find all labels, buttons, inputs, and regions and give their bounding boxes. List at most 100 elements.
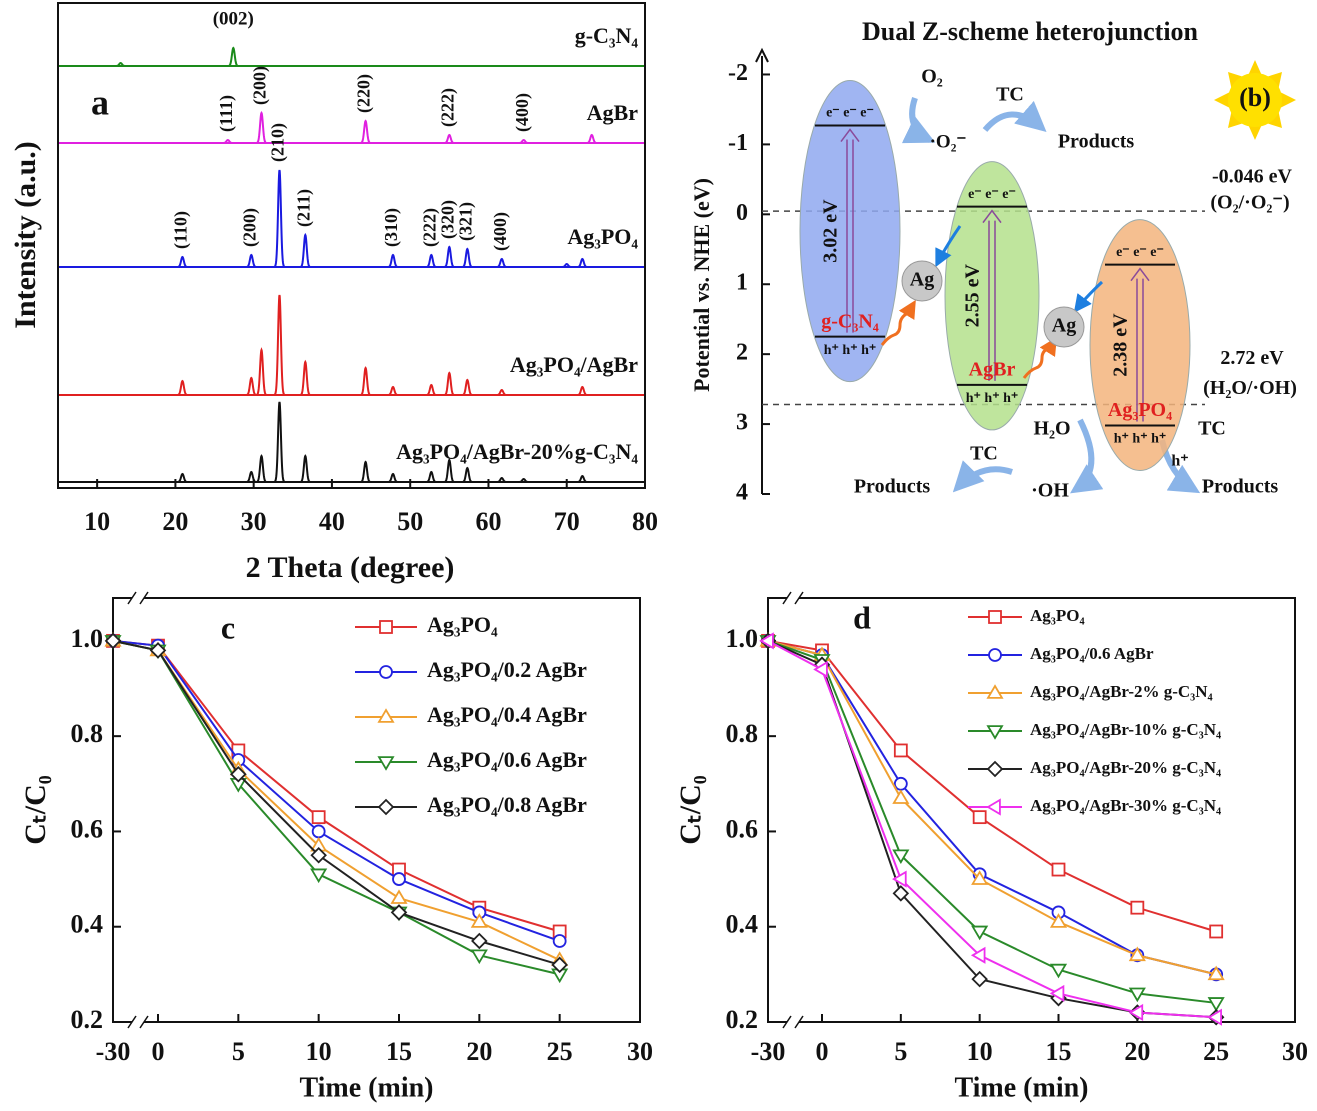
peak-label: (002) <box>213 8 254 29</box>
data-point <box>893 743 908 758</box>
y-tick-label: 0.4 <box>71 910 104 939</box>
legend-marker <box>379 665 393 679</box>
legend-marker <box>988 610 1002 624</box>
x-tick-label: 20 <box>466 1037 492 1066</box>
y-axis-arrow <box>755 47 769 63</box>
annotation: Products <box>1058 131 1135 153</box>
diffraction-peak <box>255 347 268 396</box>
series-label: Ag₃PO₄/AgBr <box>510 352 638 377</box>
legend-label: Ag₃PO₄/AgBr-2% g-C₃N₄ <box>1030 682 1213 701</box>
peak-label: (210) <box>268 123 289 162</box>
panel-label: (b) <box>1239 83 1271 112</box>
diffraction-peak <box>299 232 312 268</box>
excitation-arrow <box>840 128 860 333</box>
y-tick-label: 4 <box>736 480 748 506</box>
annotation: Products <box>1202 476 1279 498</box>
diffraction-peak <box>561 262 573 268</box>
data-point <box>149 642 167 659</box>
peak-label: (200) <box>250 66 271 105</box>
holes: h⁺ h⁺ h⁺ <box>966 391 1019 406</box>
diffraction-peak <box>576 474 589 483</box>
diffraction-peak <box>425 253 438 268</box>
peak-label: (110) <box>171 211 192 249</box>
data-point <box>392 872 406 886</box>
curved-arrow <box>952 460 1013 493</box>
data-point <box>759 632 774 650</box>
data-point <box>311 810 326 825</box>
x-tick-label: 20 <box>162 507 188 536</box>
data-point <box>551 956 568 974</box>
peak-label: (400) <box>512 93 533 132</box>
legend-marker <box>377 756 395 771</box>
legend-label: Ag₃PO₄/0.6 AgBr <box>427 747 587 772</box>
x-tick-label: -30 <box>751 1037 786 1066</box>
peak-label: (400) <box>490 212 511 251</box>
annotation: ·OH <box>1031 480 1069 502</box>
diffraction-peak <box>273 169 286 268</box>
ag-label: Ag <box>910 269 934 291</box>
x-tick-label: 40 <box>319 507 345 536</box>
legend-marker <box>377 798 395 816</box>
diffraction-peak <box>518 138 530 144</box>
electron-transfer-arrow <box>935 225 962 268</box>
diffraction-peak <box>359 366 372 396</box>
diffraction-peak <box>114 61 127 67</box>
data-point <box>1049 963 1068 979</box>
sun <box>1214 60 1296 140</box>
axis-break <box>127 1015 149 1029</box>
y-axis-label: Cₜ/C₀ <box>674 775 707 845</box>
data-point <box>1207 1008 1222 1026</box>
annotation: Products <box>854 476 931 498</box>
annotation: TC <box>996 84 1024 106</box>
x-tick-label: 70 <box>554 507 580 536</box>
legend-label: Ag₃PO₄ <box>1030 606 1085 625</box>
series-label: Ag₃PO₄/AgBr-20%g-C₃N₄ <box>396 439 638 464</box>
diffraction-peak <box>176 379 189 396</box>
curved-arrow <box>1070 418 1104 494</box>
data-point <box>972 810 987 825</box>
data-point <box>892 789 910 804</box>
diffraction-peak <box>245 253 257 268</box>
data-point <box>971 925 989 941</box>
x-tick-label: -30 <box>96 1037 131 1066</box>
y-tick-label: 0.2 <box>726 1005 759 1034</box>
data-point <box>813 660 828 679</box>
diffraction-peak <box>496 476 508 483</box>
y-tick-label: 0.6 <box>71 814 104 843</box>
diffraction-peak <box>586 133 598 144</box>
legend-marker <box>986 684 1004 699</box>
ag-particle <box>901 260 943 302</box>
band-gap-label: 2.55 eV <box>962 264 984 328</box>
curved-arrow <box>901 97 936 144</box>
axis-break-gap <box>787 594 799 602</box>
band-gap-label: 3.02 eV <box>820 199 842 263</box>
peak-label: (200) <box>239 208 260 247</box>
diffraction-peak <box>299 359 312 396</box>
diffraction-peak <box>387 385 399 396</box>
diffraction-peak <box>222 138 234 144</box>
holes: h⁺ h⁺ h⁺ <box>824 343 877 358</box>
panel-label: c <box>221 609 235 645</box>
series-label: AgBr <box>587 100 639 125</box>
diffraction-peak <box>461 466 474 483</box>
x-tick-label: 15 <box>386 1037 412 1066</box>
hole-transfer-arrow <box>1022 336 1057 379</box>
x-tick-label: 10 <box>84 507 110 536</box>
annotation: TC <box>970 443 998 465</box>
potential-label: -0.046 eV <box>1212 166 1293 188</box>
band-diagram-front: Ag Ag O₂ ·O₂⁻ TC Products H₂O TC Product… <box>854 66 1279 502</box>
axis-break <box>127 591 149 605</box>
x-axis-label: Time (min) <box>954 1072 1088 1103</box>
plot-frame <box>767 597 1296 1023</box>
data-point <box>230 765 247 783</box>
annotation: ·O₂⁻ <box>930 131 967 152</box>
data-point <box>1128 1003 1144 1022</box>
y-tick-label: 0.8 <box>71 719 104 748</box>
legend-marker <box>986 760 1004 778</box>
axis-break <box>782 1015 804 1029</box>
diffraction-peak <box>518 477 530 483</box>
data-point <box>470 949 488 965</box>
data-point <box>390 904 408 921</box>
